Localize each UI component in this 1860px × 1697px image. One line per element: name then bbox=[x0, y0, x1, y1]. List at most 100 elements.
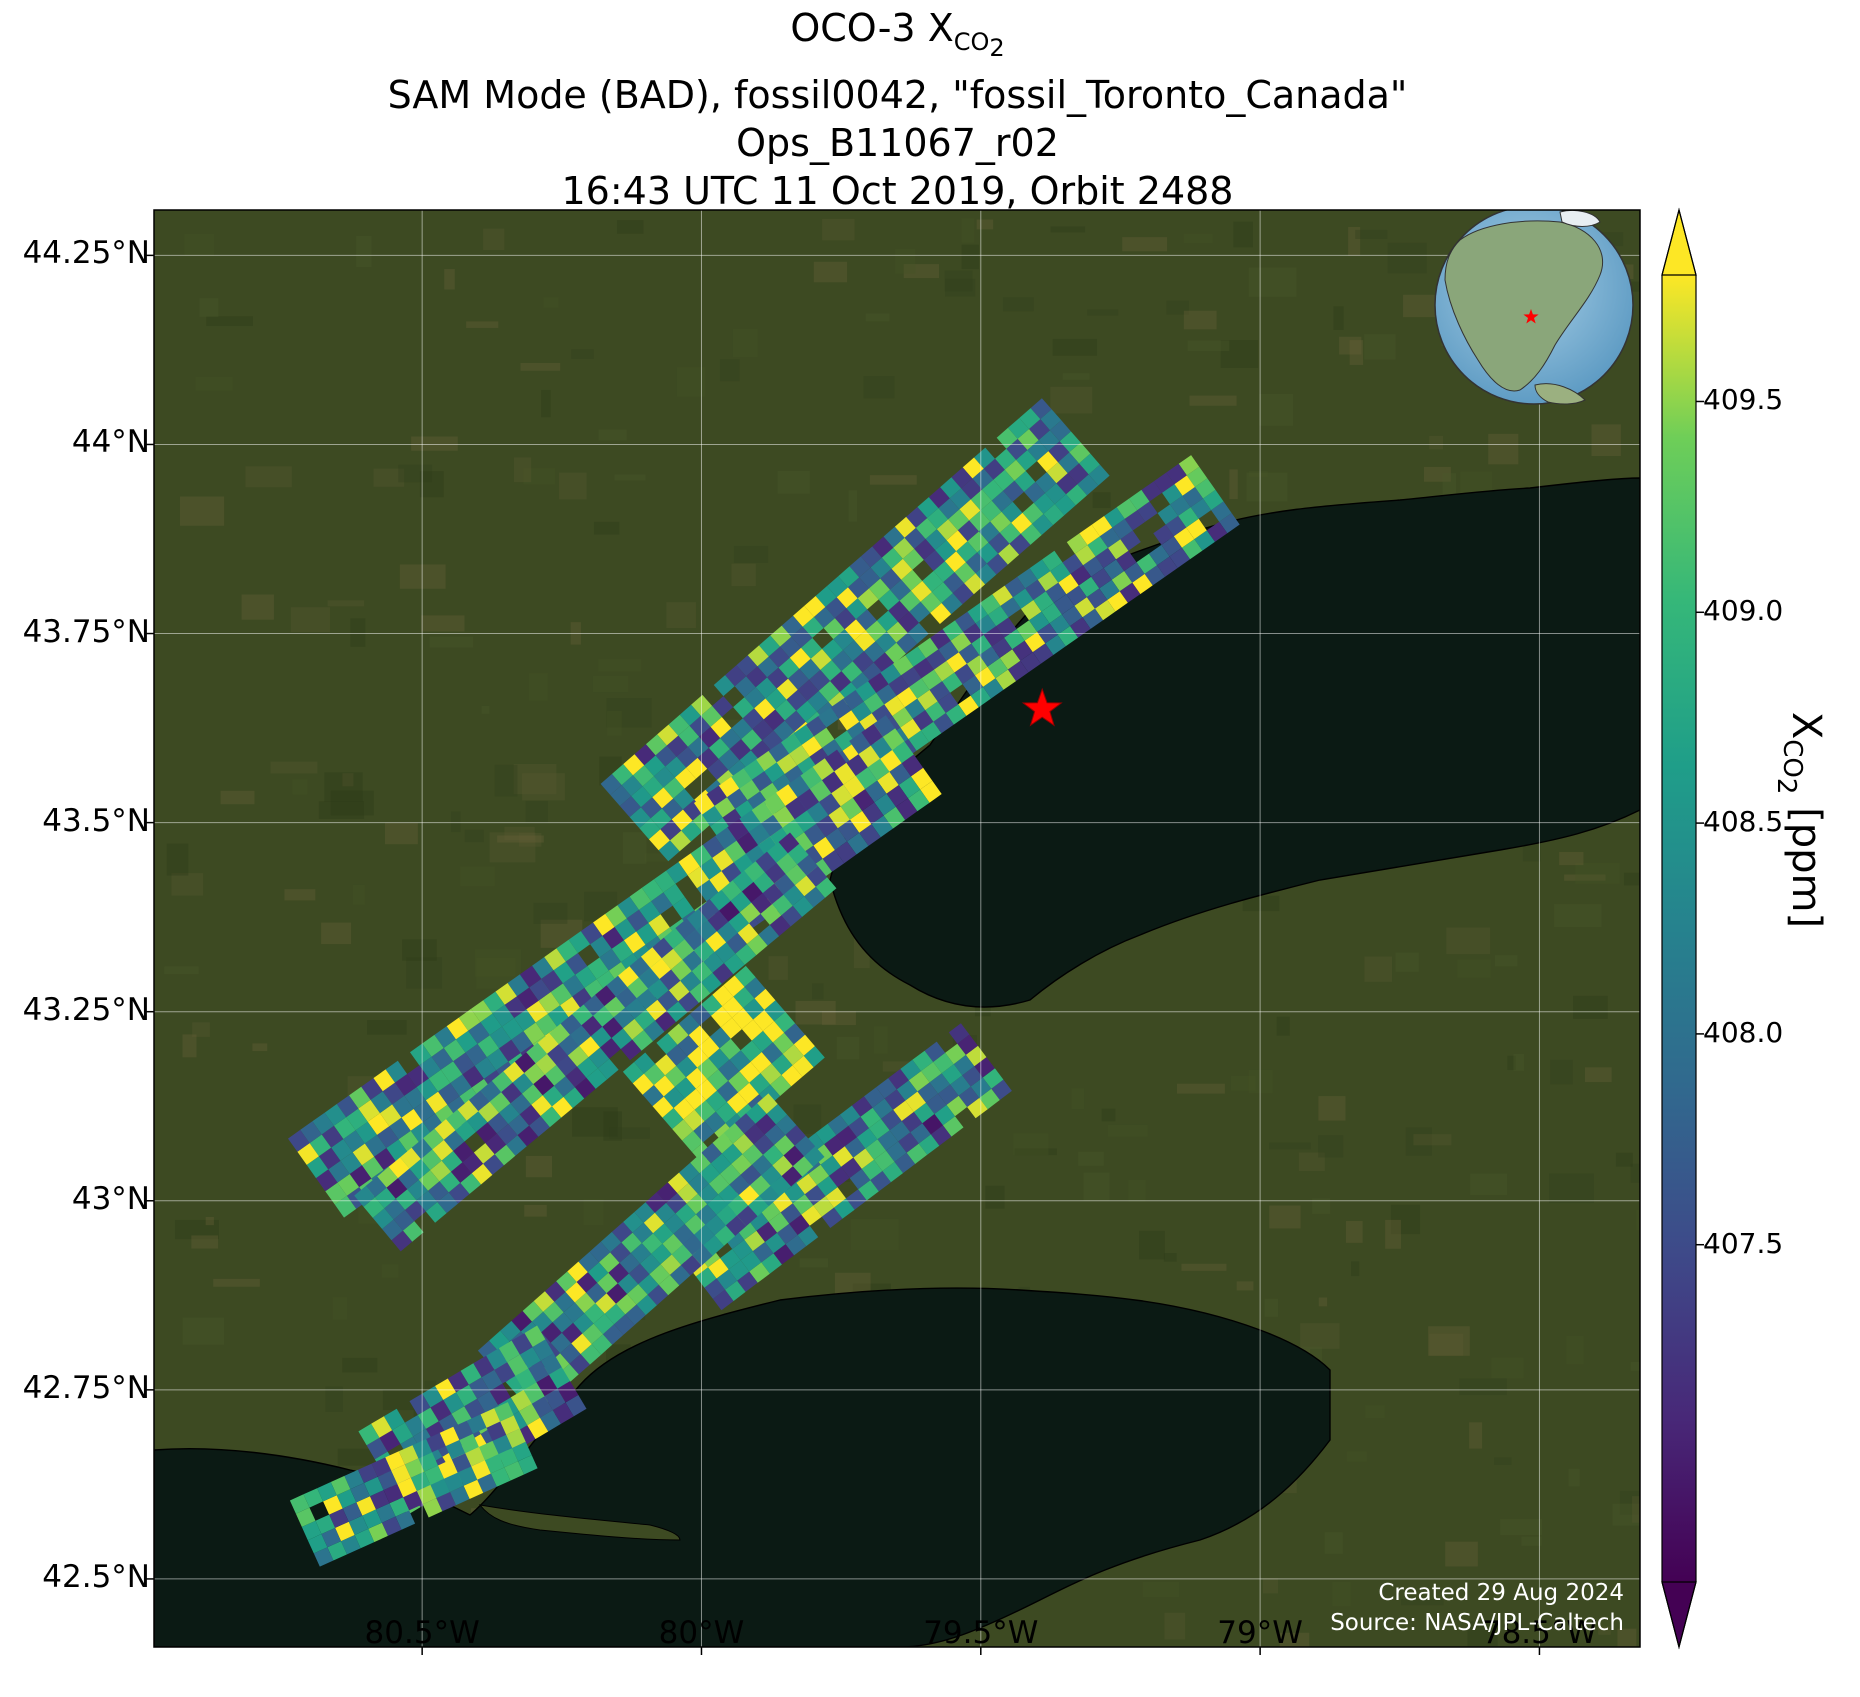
sounding-cell bbox=[865, 620, 887, 642]
sounding-cell bbox=[917, 497, 939, 518]
land-patch bbox=[768, 956, 788, 980]
land-patch bbox=[419, 471, 444, 498]
sounding-cell bbox=[692, 1245, 713, 1266]
sounding-cell bbox=[860, 1107, 881, 1129]
sounding-cell bbox=[565, 1282, 586, 1303]
land-patch bbox=[1632, 1496, 1640, 1523]
land-patch bbox=[171, 873, 204, 896]
sounding-cell bbox=[506, 1428, 526, 1448]
sounding-cell bbox=[496, 1124, 518, 1145]
sounding-cell bbox=[962, 1066, 983, 1087]
sounding-cell bbox=[769, 915, 791, 937]
sounding-cell bbox=[350, 1483, 370, 1503]
sounding-cell bbox=[814, 607, 835, 628]
sounding-cell bbox=[630, 1243, 652, 1264]
sounding-cell bbox=[510, 1093, 532, 1115]
sounding-cell bbox=[773, 1244, 794, 1265]
land-patch bbox=[1236, 1281, 1254, 1291]
land-patch bbox=[865, 313, 890, 322]
sounding-cell bbox=[453, 1052, 475, 1075]
sounding-cell bbox=[708, 1173, 730, 1195]
land-patch bbox=[1469, 1422, 1483, 1449]
land-patch bbox=[944, 270, 973, 292]
land-patch bbox=[1355, 229, 1388, 239]
sounding-cell bbox=[751, 771, 773, 792]
sounding-cell bbox=[808, 1164, 829, 1185]
land-patch bbox=[450, 811, 461, 833]
sounding-cell bbox=[710, 717, 732, 738]
sounding-cell bbox=[708, 738, 730, 759]
sounding-cell bbox=[746, 934, 768, 956]
sounding-cell bbox=[1009, 533, 1031, 555]
land-patch bbox=[1387, 242, 1427, 274]
sounding-cell bbox=[377, 1470, 398, 1491]
sounding-cell bbox=[726, 1092, 748, 1114]
land-patch bbox=[1248, 267, 1297, 297]
sounding-cell bbox=[908, 1071, 930, 1092]
sounding-cell bbox=[642, 1085, 664, 1107]
sounding-cell bbox=[587, 957, 609, 980]
land-patch bbox=[1554, 904, 1602, 928]
land-patch bbox=[460, 866, 495, 887]
sounding-cell bbox=[663, 883, 685, 906]
sounding-cell bbox=[1178, 507, 1199, 528]
sounding-cell bbox=[877, 771, 899, 794]
sounding-cell bbox=[1007, 660, 1029, 682]
sounding-cell bbox=[822, 639, 843, 660]
sounding-cell bbox=[483, 991, 505, 1014]
sounding-cell bbox=[906, 1143, 928, 1164]
sounding-cell bbox=[705, 1214, 726, 1236]
sounding-cell bbox=[966, 655, 988, 676]
sounding-cell bbox=[736, 1205, 758, 1227]
sounding-cell bbox=[946, 530, 968, 552]
sounding-cell bbox=[446, 1017, 469, 1040]
sounding-cell bbox=[712, 849, 734, 871]
sounding-cell bbox=[889, 763, 911, 785]
sounding-cell bbox=[648, 979, 669, 1000]
land-patch bbox=[1623, 872, 1640, 886]
sounding-cell bbox=[948, 1023, 970, 1044]
sounding-cell bbox=[480, 1013, 502, 1036]
sounding-cell bbox=[664, 1213, 685, 1234]
sounding-cell bbox=[951, 467, 973, 489]
sounding-cell bbox=[410, 1043, 432, 1066]
sounding-cell bbox=[1087, 536, 1108, 557]
sounding-cell bbox=[749, 1262, 770, 1283]
sounding-cell bbox=[388, 1157, 410, 1179]
land-patch bbox=[220, 790, 255, 805]
land-patch bbox=[572, 1107, 618, 1137]
sounding-cell bbox=[735, 800, 756, 821]
sounding-cell bbox=[480, 1080, 502, 1102]
land-patch bbox=[1107, 1124, 1148, 1137]
land-patch bbox=[1083, 1172, 1110, 1201]
sounding-cell bbox=[533, 1074, 555, 1096]
sounding-cell bbox=[423, 1128, 444, 1150]
sounding-cell bbox=[638, 967, 660, 989]
sounding-cell bbox=[862, 802, 884, 825]
land-patch bbox=[1521, 1536, 1542, 1546]
sounding-cell bbox=[481, 1369, 503, 1392]
sounding-cell bbox=[409, 1159, 431, 1180]
sounding-cell bbox=[1174, 475, 1195, 496]
sounding-cell bbox=[849, 1168, 871, 1190]
land-patch bbox=[1390, 1204, 1421, 1235]
sounding-cell bbox=[599, 948, 621, 971]
sounding-cell bbox=[1082, 608, 1103, 629]
sounding-cell bbox=[884, 1089, 906, 1110]
land-patch bbox=[1500, 1519, 1543, 1536]
sounding-cell bbox=[486, 1421, 507, 1441]
sounding-cell bbox=[917, 1082, 938, 1103]
land-patch bbox=[607, 711, 622, 736]
sounding-cell bbox=[569, 1025, 591, 1046]
sounding-cell bbox=[796, 1173, 817, 1195]
sounding-cell bbox=[611, 1222, 633, 1243]
sounding-cell bbox=[750, 740, 772, 762]
land-patch bbox=[429, 636, 474, 648]
sounding-cell bbox=[349, 1086, 371, 1109]
sounding-cell bbox=[1083, 556, 1104, 577]
sounding-cell bbox=[971, 634, 992, 656]
sounding-cell bbox=[330, 1475, 351, 1496]
land-patch bbox=[1122, 237, 1168, 252]
sounding-cell bbox=[688, 1025, 710, 1047]
sounding-cell bbox=[500, 1320, 521, 1342]
